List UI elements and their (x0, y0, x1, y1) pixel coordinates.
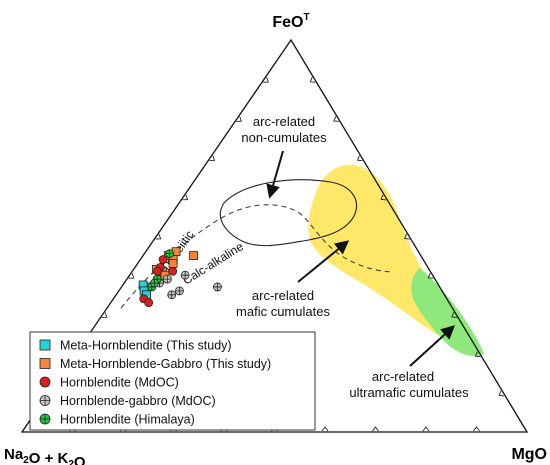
data-point (153, 266, 162, 276)
data-point (158, 255, 168, 264)
data-point (167, 290, 177, 300)
data-point (144, 298, 154, 308)
right-side-tick (356, 155, 363, 162)
data-point (180, 270, 190, 280)
right-side-tick (380, 194, 387, 201)
annotation-mafic-cumulates-line-1: arc-related (252, 288, 314, 303)
non-cumulates-outline (219, 179, 357, 247)
legend-entry-label: Hornblendite (Himalaya) (60, 413, 195, 427)
data-point (175, 286, 184, 296)
legend-marker (39, 358, 51, 369)
right-side-tick (474, 351, 481, 358)
right-side-tick (451, 312, 457, 318)
annotation-non-cumulates-line-2: non-cumulates (241, 130, 327, 145)
non-cumulates-arrow (266, 150, 284, 199)
vertex-label-mgo: MgO (511, 446, 547, 463)
right-side-tick (498, 390, 505, 397)
annotation-ultramafic-cumulates-line-2: ultramafic cumulates (349, 385, 469, 400)
right-side-tick (427, 272, 434, 279)
data-point (165, 249, 175, 259)
ultramafic-cumulates-field (411, 268, 484, 357)
legend-marker (39, 395, 51, 406)
data-point (150, 278, 159, 288)
left-side-tick (182, 194, 189, 201)
data-point (189, 251, 198, 261)
bottom-side-tick (321, 426, 329, 432)
data-point (168, 259, 178, 268)
legend-marker (39, 339, 51, 351)
left-side-tick (263, 77, 269, 83)
bottom-side-tick (372, 426, 379, 432)
ultramafic-cumulates-arrow (409, 325, 456, 367)
legend-entry-label: Meta-Hornblendite (This study) (60, 339, 232, 353)
annotation-ultramafic-cumulates-line-1: arc-related (372, 369, 434, 384)
legend-entry-label: Meta-Hornblende-Gabbro (This study) (60, 357, 271, 371)
left-side-tick (236, 116, 242, 122)
calc-alkaline-label: Calc-alkaline (180, 239, 246, 287)
left-side-tick (155, 233, 162, 240)
left-side-tick (128, 273, 135, 279)
legend-marker (39, 413, 51, 425)
mafic-cumulates-arrow (297, 240, 350, 283)
bottom-side-tick (473, 426, 480, 432)
legend-marker (39, 376, 51, 388)
left-side-tick (101, 312, 108, 318)
ternary-frame (20, 38, 529, 433)
vertex-label-na2o-k2o: Na2O + K2O (4, 446, 86, 465)
right-side-tick (404, 233, 410, 240)
legend-entry-label: Hornblende-gabbro (MdOC) (60, 394, 216, 408)
left-side-tick (209, 155, 216, 162)
annotation-non-cumulates-line-1: arc-related (253, 114, 315, 129)
right-side-tick (309, 76, 316, 83)
annotation-mafic-cumulates-line-2: mafic cumulates (236, 304, 330, 319)
data-point (162, 274, 172, 284)
legend-entry-label: Hornblendite (MdOC) (60, 376, 179, 390)
bottom-side-tick (422, 426, 430, 432)
vertex-label-feot: FeOT (272, 12, 309, 31)
data-point (213, 282, 222, 292)
right-side-tick (333, 116, 339, 122)
series-5 (147, 249, 175, 292)
data-point (168, 266, 178, 276)
legend-box (29, 331, 316, 431)
